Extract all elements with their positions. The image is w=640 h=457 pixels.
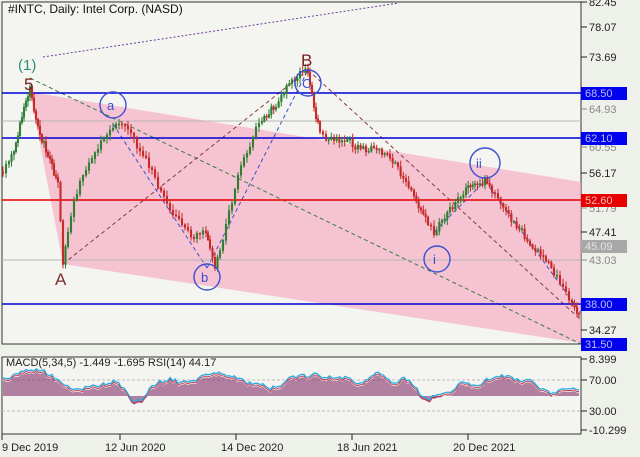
svg-text:-10.299: -10.299 (589, 425, 626, 437)
svg-text:82.45: 82.45 (589, 0, 617, 9)
svg-text:14 Dec 2020: 14 Dec 2020 (221, 442, 283, 454)
svg-text:45.09: 45.09 (585, 241, 613, 253)
svg-text:8.399: 8.399 (589, 354, 617, 366)
svg-text:MACD(5,34,5) -1.449 -1.695 RSI: MACD(5,34,5) -1.449 -1.695 RSI(14) 44.17 (6, 357, 216, 369)
svg-text:52.60: 52.60 (585, 195, 613, 207)
svg-text:A: A (55, 270, 67, 289)
svg-text:31.50: 31.50 (585, 339, 613, 351)
svg-text:38.00: 38.00 (585, 299, 613, 311)
svg-text:18 Jun 2021: 18 Jun 2021 (337, 442, 398, 454)
svg-text:64.93: 64.93 (589, 104, 617, 116)
svg-text:12 Jun 2020: 12 Jun 2020 (105, 442, 166, 454)
svg-text:ii: ii (476, 156, 482, 171)
svg-text:78.07: 78.07 (589, 22, 617, 34)
svg-text:#INTC, Daily: Intel Corp. (NA: #INTC, Daily: Intel Corp. (NASD) (8, 2, 183, 16)
svg-text:5: 5 (24, 75, 33, 94)
svg-text:20 Dec 2021: 20 Dec 2021 (453, 442, 515, 454)
svg-text:b: b (201, 270, 208, 285)
svg-text:34.27: 34.27 (589, 325, 617, 337)
svg-text:C: C (302, 76, 311, 91)
svg-text:56.17: 56.17 (589, 168, 617, 180)
svg-text:(1): (1) (18, 57, 36, 74)
svg-text:B: B (301, 51, 312, 70)
svg-text:43.03: 43.03 (589, 255, 617, 267)
svg-text:i: i (433, 252, 436, 267)
svg-text:68.50: 68.50 (585, 88, 613, 100)
svg-text:73.69: 73.69 (589, 52, 617, 64)
svg-text:62.10: 62.10 (585, 133, 613, 145)
svg-text:30.00: 30.00 (589, 406, 617, 418)
svg-text:a: a (107, 98, 115, 113)
svg-text:47.41: 47.41 (589, 227, 617, 239)
svg-text:9 Dec 2019: 9 Dec 2019 (2, 442, 58, 454)
svg-text:70.00: 70.00 (589, 375, 617, 387)
